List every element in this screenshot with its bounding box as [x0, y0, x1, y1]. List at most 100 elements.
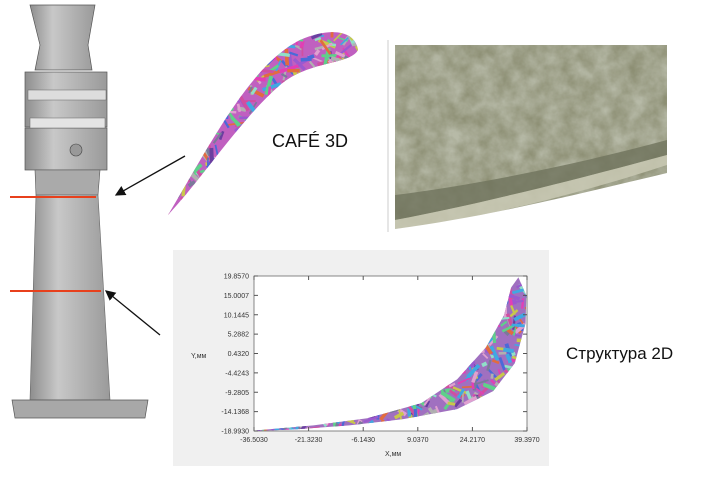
grain — [170, 104, 184, 117]
grain — [311, 123, 327, 127]
grain — [230, 32, 235, 42]
grain — [230, 59, 249, 66]
grain — [289, 114, 303, 120]
grain — [286, 429, 296, 432]
grain — [361, 172, 369, 175]
grain — [335, 51, 346, 58]
grain — [319, 39, 332, 55]
grain — [252, 154, 258, 161]
grain — [315, 186, 332, 202]
grain — [178, 156, 188, 172]
grain — [176, 32, 186, 49]
grain — [475, 387, 485, 395]
grain — [212, 60, 222, 72]
grain — [226, 32, 239, 45]
grain — [243, 197, 259, 210]
grain — [210, 110, 219, 119]
grain — [195, 104, 208, 115]
grain — [168, 36, 172, 45]
grain — [270, 172, 288, 186]
grain — [369, 46, 370, 53]
grain — [268, 115, 281, 127]
grain — [291, 108, 300, 114]
grain — [173, 70, 181, 81]
grain — [269, 32, 276, 33]
grain — [360, 74, 361, 81]
grain — [209, 88, 215, 102]
grain — [304, 186, 310, 194]
grain — [272, 190, 284, 194]
grain — [215, 224, 226, 225]
grain — [179, 132, 190, 147]
grain — [346, 73, 352, 81]
grain — [350, 70, 358, 89]
grain — [198, 97, 205, 110]
grain — [349, 32, 358, 41]
grain — [264, 146, 270, 154]
grain — [158, 193, 165, 205]
grain — [168, 151, 172, 164]
grain — [163, 169, 167, 178]
grain — [168, 108, 174, 122]
grain — [231, 202, 245, 211]
grain — [310, 190, 319, 208]
grain — [155, 101, 163, 117]
grain — [173, 125, 179, 142]
grain — [315, 85, 326, 91]
y-tick-label: 10.1445 — [224, 312, 249, 319]
grain — [241, 32, 248, 40]
grain — [194, 40, 199, 53]
grain — [505, 313, 514, 327]
grain — [183, 146, 187, 167]
grain — [317, 67, 321, 86]
grain — [239, 116, 258, 120]
grain — [230, 82, 245, 89]
grain — [367, 209, 368, 225]
grain — [206, 172, 217, 186]
grain — [182, 107, 188, 117]
grain — [348, 183, 358, 199]
grain — [313, 180, 331, 188]
grain — [224, 66, 236, 72]
grain — [306, 120, 314, 125]
grain — [209, 112, 216, 120]
grain — [188, 218, 192, 225]
grain — [221, 206, 224, 216]
grain — [440, 390, 456, 403]
grain — [233, 175, 241, 190]
grain — [272, 192, 280, 196]
grain — [502, 347, 515, 354]
grain — [335, 85, 342, 105]
grain — [316, 167, 322, 180]
grain — [256, 168, 270, 175]
grain — [250, 112, 264, 119]
grain — [228, 164, 236, 170]
grain — [354, 172, 358, 187]
grain — [255, 34, 270, 45]
grain — [313, 165, 326, 172]
grain — [252, 43, 265, 54]
grain — [511, 288, 524, 295]
grain — [362, 120, 370, 124]
grain — [321, 42, 333, 51]
grain — [355, 216, 356, 222]
grain — [311, 96, 318, 103]
grain — [210, 206, 219, 215]
grain — [326, 187, 333, 198]
grain — [190, 195, 208, 202]
grain — [448, 382, 456, 388]
x-tick-label: -36.5030 — [240, 437, 268, 444]
grain — [343, 199, 358, 216]
grain — [152, 75, 157, 76]
grain — [463, 395, 478, 406]
grain — [213, 33, 224, 39]
grain — [186, 194, 200, 202]
grain — [187, 217, 202, 221]
grain — [283, 117, 301, 125]
grain — [255, 126, 264, 140]
grain — [359, 33, 370, 40]
grain — [157, 111, 159, 116]
grain — [214, 200, 227, 216]
grain — [325, 93, 336, 105]
grain — [268, 42, 277, 61]
